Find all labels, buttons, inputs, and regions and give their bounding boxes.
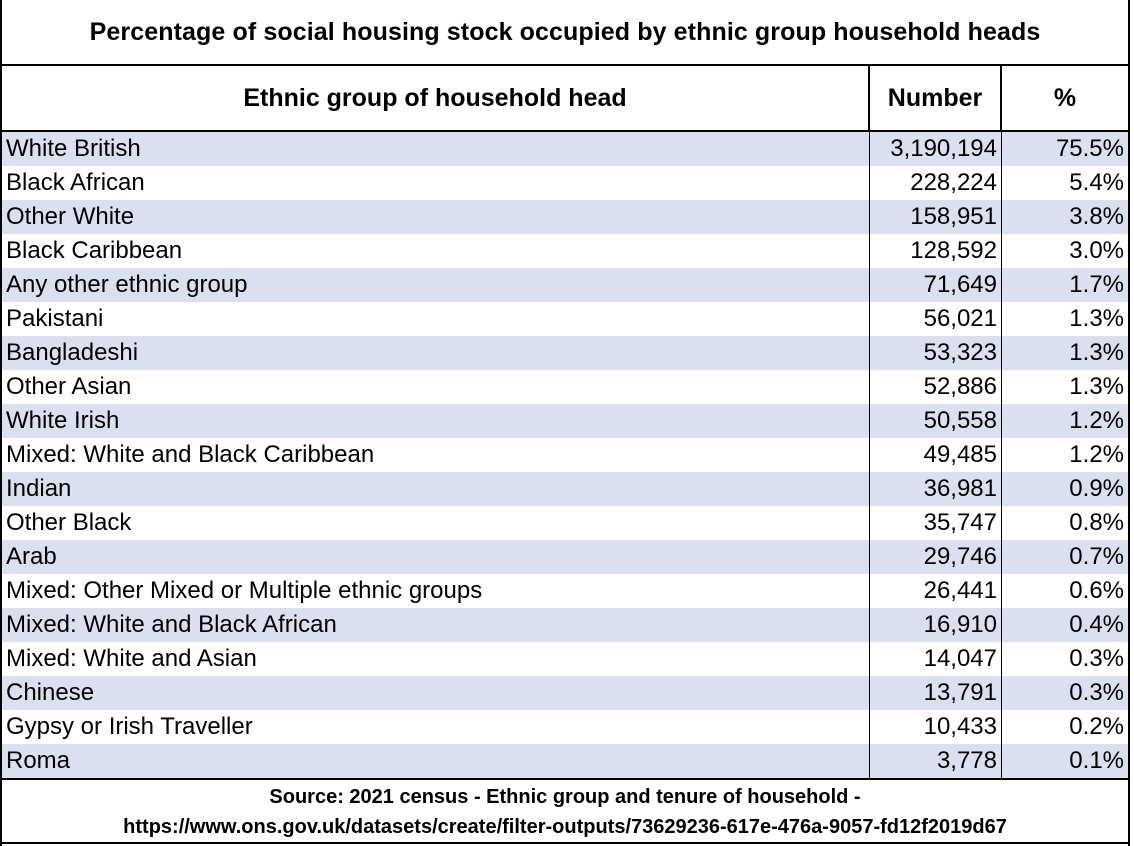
cell-percent: 1.3% xyxy=(1069,305,1124,332)
cell-number: 53,323 xyxy=(870,336,1002,370)
cell-percent: 0.3% xyxy=(1069,645,1124,672)
table-title: Percentage of social housing stock occup… xyxy=(2,0,1128,66)
cell-ethnic-group: Other Black xyxy=(2,506,870,540)
cell-number: 3,190,194 xyxy=(870,132,1002,166)
cell-number: 50,558 xyxy=(870,404,1002,438)
column-header-percent: % xyxy=(1053,83,1077,112)
cell-percent: 1.3% xyxy=(1069,339,1124,366)
cell-percent: 1.3% xyxy=(1069,373,1124,400)
table-row: Mixed: White and Black African 16,910 0.4% xyxy=(2,608,1128,642)
table-row: Mixed: White and Asian 14,047 0.3% xyxy=(2,642,1128,676)
column-header-ethnic-group: Ethnic group of household head xyxy=(2,66,870,130)
cell-ethnic-group: White British xyxy=(2,132,870,166)
cell-percent: 5.4% xyxy=(1069,169,1124,196)
table-row: Indian 36,981 0.9% xyxy=(2,472,1128,506)
cell-ethnic-group: White Irish xyxy=(2,404,870,438)
cell-percent: 0.3% xyxy=(1069,679,1124,706)
cell-percent: 0.6% xyxy=(1069,577,1124,604)
cell-percent: 0.4% xyxy=(1069,611,1124,638)
cell-percent: 0.1% xyxy=(1069,747,1124,774)
cell-percent: 0.8% xyxy=(1069,509,1124,536)
source-note: Source: 2021 census - Ethnic group and t… xyxy=(2,778,1128,844)
cell-percent: 1.7% xyxy=(1069,271,1124,298)
table-row: Mixed: Other Mixed or Multiple ethnic gr… xyxy=(2,574,1128,608)
cell-ethnic-group: Black Caribbean xyxy=(2,234,870,268)
cell-number: 128,592 xyxy=(870,234,1002,268)
cell-number: 3,778 xyxy=(870,744,1002,778)
cell-ethnic-group: Bangladeshi xyxy=(2,336,870,370)
cell-ethnic-group: Gypsy or Irish Traveller xyxy=(2,710,870,744)
cell-percent: 1.2% xyxy=(1069,407,1124,434)
cell-ethnic-group: Any other ethnic group xyxy=(2,268,870,302)
cell-percent: 1.2% xyxy=(1069,441,1124,468)
cell-ethnic-group: Arab xyxy=(2,540,870,574)
table-row: Roma 3,778 0.1% xyxy=(2,744,1128,778)
cell-number: 36,981 xyxy=(870,472,1002,506)
cell-number: 35,747 xyxy=(870,506,1002,540)
table-row: Bangladeshi 53,323 1.3% xyxy=(2,336,1128,370)
cell-ethnic-group: Other White xyxy=(2,200,870,234)
cell-ethnic-group: Mixed: White and Black African xyxy=(2,608,870,642)
cell-percent: 0.9% xyxy=(1069,475,1124,502)
table-row: Other White 158,951 3.8% xyxy=(2,200,1128,234)
cell-percent: 75.5% xyxy=(1055,135,1124,162)
cell-ethnic-group: Mixed: White and Asian xyxy=(2,642,870,676)
cell-number: 56,021 xyxy=(870,302,1002,336)
table-row: Pakistani 56,021 1.3% xyxy=(2,302,1128,336)
cell-number: 26,441 xyxy=(870,574,1002,608)
cell-percent: 3.8% xyxy=(1069,203,1124,230)
cell-number: 71,649 xyxy=(870,268,1002,302)
column-header-number: Number xyxy=(870,66,1002,130)
cell-number: 13,791 xyxy=(870,676,1002,710)
table-row: White British 3,190,194 75.5% xyxy=(2,132,1128,166)
cell-number: 16,910 xyxy=(870,608,1002,642)
cell-ethnic-group: Black African xyxy=(2,166,870,200)
table-body: White British 3,190,194 75.5% Black African… xyxy=(2,132,1128,778)
table-row: White Irish 50,558 1.2% xyxy=(2,404,1128,438)
table-row: Other Black 35,747 0.8% xyxy=(2,506,1128,540)
table-row: Gypsy or Irish Traveller 10,433 0.2% xyxy=(2,710,1128,744)
table-row: Chinese 13,791 0.3% xyxy=(2,676,1128,710)
cell-number: 52,886 xyxy=(870,370,1002,404)
table-row: Black African 228,224 5.4% xyxy=(2,166,1128,200)
cell-number: 49,485 xyxy=(870,438,1002,472)
cell-percent: 3.0% xyxy=(1069,237,1124,264)
cell-number: 14,047 xyxy=(870,642,1002,676)
source-url[interactable]: https://www.ons.gov.uk/datasets/create/f… xyxy=(123,816,1007,838)
cell-ethnic-group: Roma xyxy=(2,744,870,778)
header-row: Ethnic group of household head Number % xyxy=(2,66,1128,132)
cell-percent: 0.2% xyxy=(1069,713,1124,740)
table-row: Arab 29,746 0.7% xyxy=(2,540,1128,574)
table-row: Any other ethnic group 71,649 1.7% xyxy=(2,268,1128,302)
cell-ethnic-group: Mixed: Other Mixed or Multiple ethnic gr… xyxy=(2,574,870,608)
cell-number: 29,746 xyxy=(870,540,1002,574)
cell-ethnic-group: Indian xyxy=(2,472,870,506)
cell-ethnic-group: Other Asian xyxy=(2,370,870,404)
table-row: Other Asian 52,886 1.3% xyxy=(2,370,1128,404)
table-row: Mixed: White and Black Caribbean 49,485 1.… xyxy=(2,438,1128,472)
table-row: Black Caribbean 128,592 3.0% xyxy=(2,234,1128,268)
cell-number: 158,951 xyxy=(870,200,1002,234)
cell-ethnic-group: Chinese xyxy=(2,676,870,710)
cell-percent: 0.7% xyxy=(1069,543,1124,570)
cell-number: 228,224 xyxy=(870,166,1002,200)
cell-number: 10,433 xyxy=(870,710,1002,744)
cell-ethnic-group: Pakistani xyxy=(2,302,870,336)
cell-ethnic-group: Mixed: White and Black Caribbean xyxy=(2,438,870,472)
source-line: Source: 2021 census - Ethnic group and t… xyxy=(269,786,861,808)
